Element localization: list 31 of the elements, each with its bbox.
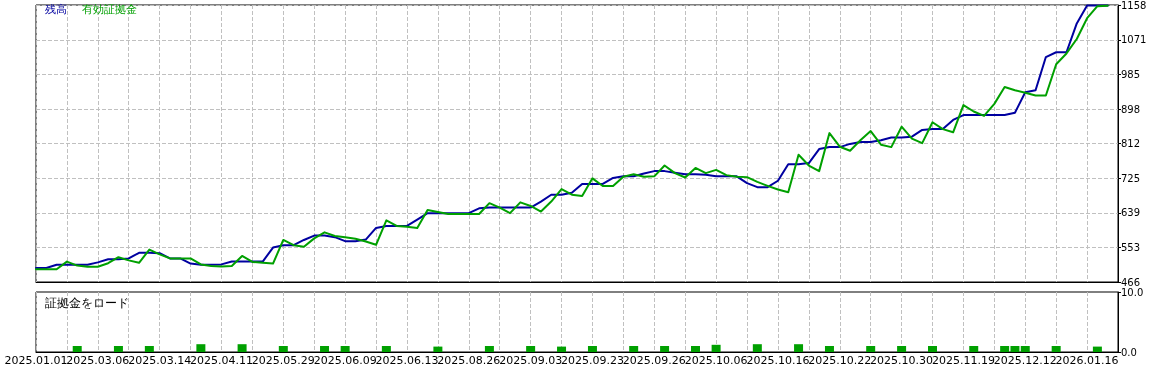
y-tick-label: 466	[1121, 276, 1141, 288]
x-tick-label: 2025.09.23	[560, 354, 624, 367]
x-tick-label: 2025.10.06	[684, 354, 748, 367]
x-tick-label: 2025.03.06	[66, 354, 130, 367]
x-tick-label: 2025.12.12	[993, 354, 1057, 367]
x-tick-label: 2025.06.13	[375, 354, 439, 367]
x-tick-label: 2025.04.11	[189, 354, 253, 367]
x-tick-label: 2025.08.26	[437, 354, 501, 367]
y-tick-label: 10.0	[1121, 286, 1144, 298]
y-tick-label: 985	[1121, 68, 1141, 80]
y-tick-label: 553	[1121, 241, 1141, 253]
y-tick-label: 725	[1121, 172, 1141, 184]
x-tick-label: 2025.10.16	[746, 354, 810, 367]
x-tick-label: 2025.05.29	[251, 354, 315, 367]
x-tick-label: 2025.10.30	[870, 354, 934, 367]
x-tick-label: 2025.03.14	[128, 354, 192, 367]
chart-title: 証拠金をロード	[45, 296, 129, 310]
x-tick-label: 2025.01.01	[4, 354, 68, 367]
y-tick-label: 639	[1121, 207, 1141, 219]
y-tick-label: 1071	[1121, 34, 1147, 46]
x-tick-label: 2025.09.03	[499, 354, 563, 367]
text: 残高	[45, 3, 67, 16]
text: 有効証拠金	[82, 3, 137, 16]
x-tick-label: 2025.06.09	[313, 354, 377, 367]
y-tick-label: 1158	[1121, 0, 1147, 11]
y-tick-label: 812	[1121, 138, 1141, 149]
x-tick-label: 2025.09.26	[622, 354, 686, 367]
x-tick-label: 2026.01.16	[1055, 354, 1119, 367]
x-tick-label: 2025.11.19	[931, 354, 995, 367]
y-tick-label: 0.0	[1121, 346, 1137, 358]
y-tick-label: 898	[1121, 103, 1141, 115]
